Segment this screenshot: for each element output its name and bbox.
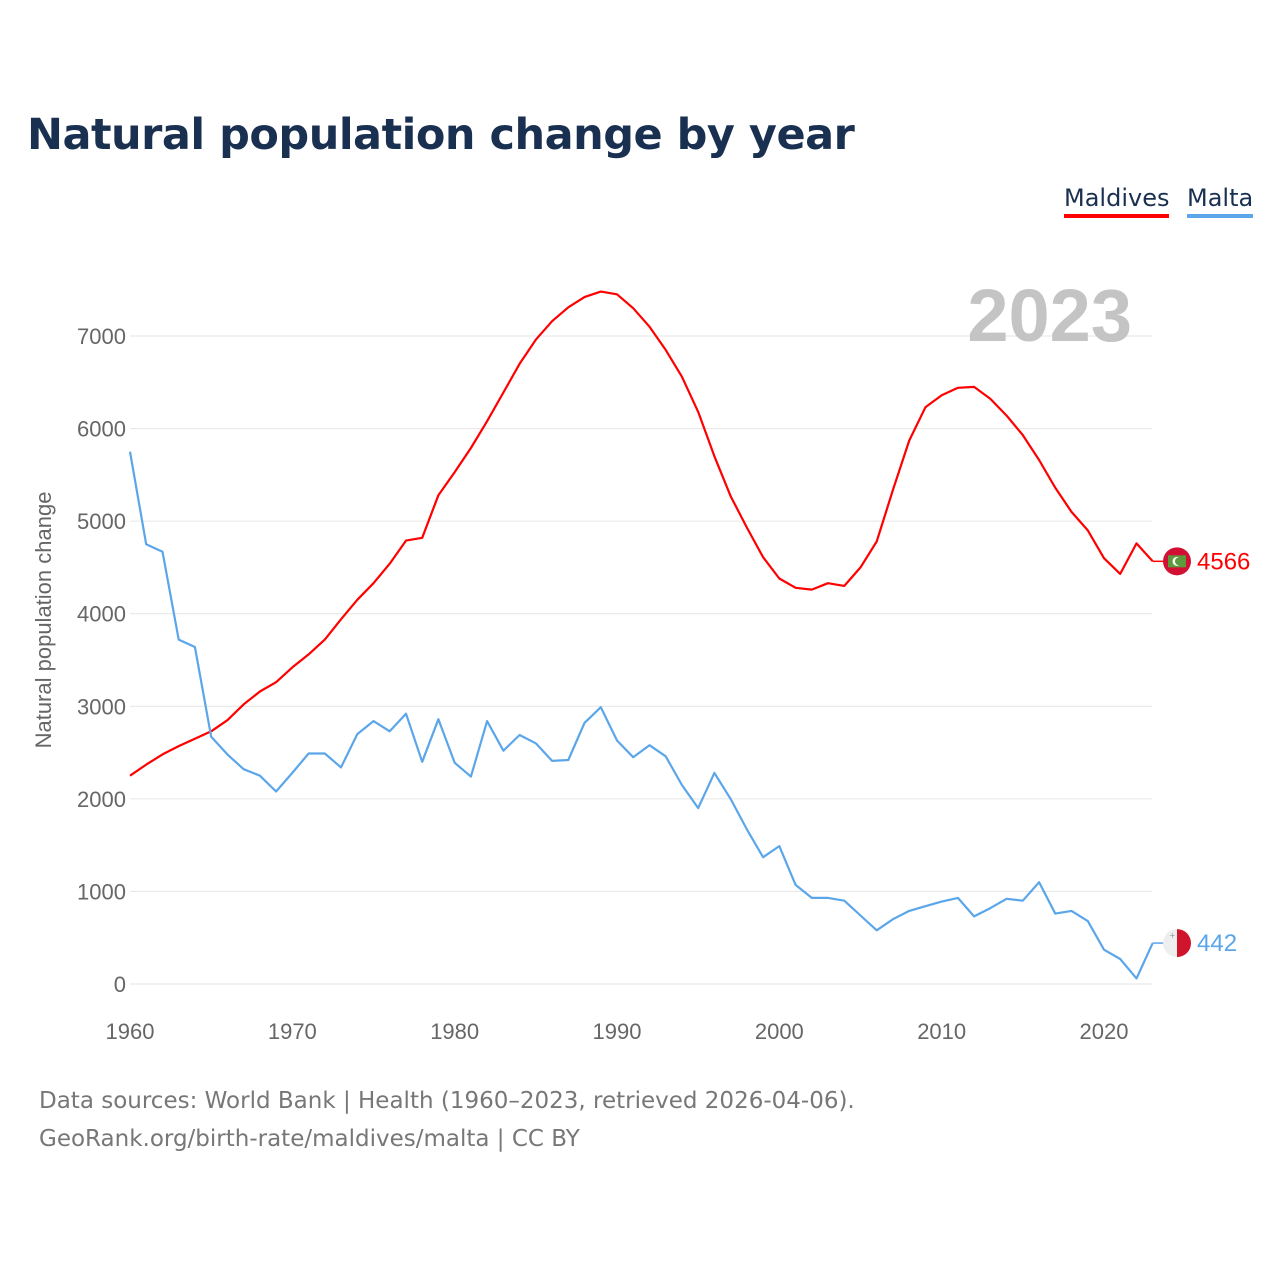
legend-item-malta[interactable]: Malta <box>1187 184 1254 218</box>
series-line-malta <box>128 451 1154 980</box>
y-tick-label: 3000 <box>77 694 126 719</box>
flag-george-cross: + <box>1169 931 1176 940</box>
y-tick-label: 6000 <box>77 417 126 442</box>
y-tick-label: 7000 <box>77 324 126 349</box>
flag-crescent-cut <box>1175 557 1183 566</box>
y-tick-label: 5000 <box>77 509 126 534</box>
end-value-label: 4566 <box>1197 548 1250 575</box>
flag-red-half <box>1177 929 1192 958</box>
y-tick-label: 2000 <box>77 787 126 812</box>
chart-title: Natural population change by year <box>27 110 855 160</box>
y-tick-label: 1000 <box>77 879 126 904</box>
x-tick-label: 1960 <box>106 1019 155 1044</box>
footer-credit: GeoRank.org/birth-rate/maldives/malta | … <box>39 1126 580 1152</box>
year-label: 2023 <box>967 274 1132 357</box>
y-tick-label: 4000 <box>77 602 126 627</box>
footer-sources: Data sources: World Bank | Health (1960–… <box>39 1088 855 1114</box>
maldives-flag-icon <box>1163 547 1191 576</box>
y-tick-label: 0 <box>114 972 126 997</box>
series-line-maldives <box>129 290 1154 777</box>
end-value-label: 442 <box>1197 930 1237 957</box>
x-tick-label: 1980 <box>430 1019 479 1044</box>
malta-flag-icon: + <box>1163 929 1192 958</box>
x-tick-label: 1990 <box>593 1019 642 1044</box>
x-tick-label: 2010 <box>917 1019 966 1044</box>
flag-white-half <box>1163 929 1177 958</box>
legend-item-maldives[interactable]: Maldives <box>1064 184 1170 218</box>
x-tick-label: 2000 <box>755 1019 804 1044</box>
x-tick-label: 1970 <box>268 1019 317 1044</box>
y-axis-label: Natural population change <box>31 492 56 749</box>
x-tick-label: 2020 <box>1080 1019 1129 1044</box>
